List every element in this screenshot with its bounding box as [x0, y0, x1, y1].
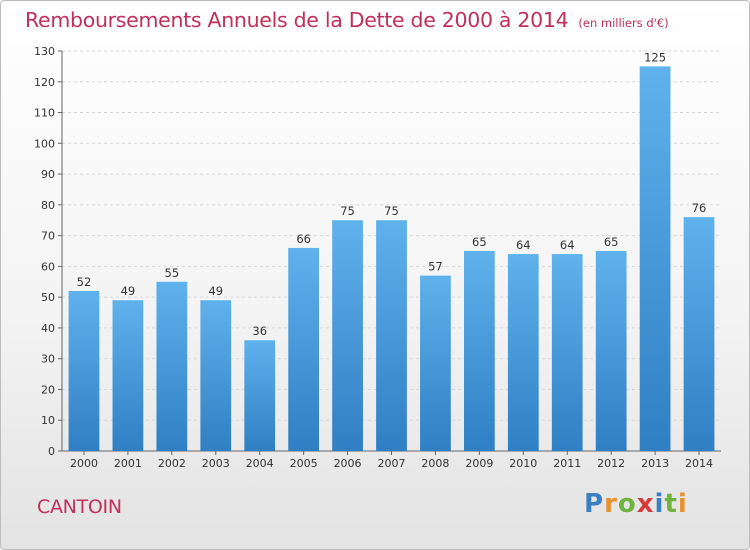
x-tick-label: 2011 [553, 457, 581, 470]
data-label: 52 [77, 275, 92, 289]
bar-2010 [507, 254, 539, 451]
bar-2000 [68, 291, 100, 451]
bar-2012 [595, 251, 627, 451]
y-tick-label: 110 [34, 107, 55, 120]
x-tick-label: 2006 [334, 457, 362, 470]
logo-letter: i [677, 489, 688, 519]
bar-2011 [551, 254, 583, 451]
x-tick-label: 2005 [290, 457, 318, 470]
chart-title-text: Remboursements Annuels de la Dette de 20… [25, 8, 569, 32]
chart-unit: (en milliers d'€) [578, 16, 669, 30]
x-tick-label: 2003 [202, 457, 230, 470]
data-label: 57 [428, 260, 443, 274]
bar-2003 [200, 300, 232, 451]
y-tick-label: 50 [41, 291, 55, 304]
bars: 52 49 55 49 36 66 75 75 57 65 64 64 65 125 76 [68, 50, 715, 451]
logo-letter: t [664, 489, 678, 519]
x-tick-label: 2007 [378, 457, 406, 470]
y-tick-label: 100 [34, 137, 55, 150]
proxiti-logo: Proxiti [584, 489, 688, 519]
x-tick-label: 2000 [70, 457, 98, 470]
data-label: 36 [252, 324, 267, 338]
data-label: 65 [604, 235, 619, 249]
y-tick-label: 80 [41, 199, 55, 212]
x-tick-label: 2002 [158, 457, 186, 470]
bar-2005 [288, 247, 320, 451]
logo-letter: P [584, 489, 605, 519]
y-tick-label: 40 [41, 322, 55, 335]
x-tick-label: 2009 [465, 457, 493, 470]
data-label: 49 [208, 284, 223, 298]
x-tick-label: 2004 [246, 457, 274, 470]
data-label: 49 [121, 284, 136, 298]
bar-2006 [332, 220, 363, 451]
x-tick-label: 2010 [509, 457, 537, 470]
logo-letter: x [636, 489, 655, 519]
logo-letter: i [654, 489, 665, 519]
x-tick-label: 2012 [597, 457, 625, 470]
bar-2004 [244, 340, 276, 451]
data-label: 64 [560, 238, 575, 252]
y-tick-label: 60 [41, 260, 55, 273]
y-tick-label: 120 [34, 76, 55, 89]
x-tick-label: 2013 [641, 457, 669, 470]
y-tick-label: 130 [34, 45, 55, 58]
bar-2013 [639, 66, 671, 451]
town-name: CANTOIN [37, 496, 122, 518]
x-tick-label: 2001 [114, 457, 142, 470]
y-tick-label: 20 [41, 383, 55, 396]
data-label: 75 [384, 204, 399, 218]
data-label: 76 [692, 201, 707, 215]
bar-2002 [156, 281, 188, 451]
y-tick-label: 30 [41, 353, 55, 366]
y-tick-label: 10 [41, 414, 55, 427]
logo-letter: o [617, 489, 637, 519]
data-label: 75 [340, 204, 355, 218]
data-label: 66 [296, 232, 311, 246]
y-tick-label: 70 [41, 230, 55, 243]
bar-2008 [420, 275, 451, 451]
bar-2001 [112, 300, 144, 451]
x-tick-label: 2008 [421, 457, 449, 470]
data-label: 65 [472, 235, 487, 249]
chart-title: Remboursements Annuels de la Dette de 20… [25, 8, 669, 32]
data-label: 64 [516, 238, 531, 252]
data-label: 55 [165, 266, 180, 280]
x-tick-label: 2014 [685, 457, 713, 470]
bar-2014 [683, 217, 715, 451]
bar-2007 [376, 220, 407, 451]
y-tick-label: 90 [41, 168, 55, 181]
data-label: 125 [644, 50, 666, 64]
bar-2009 [463, 251, 495, 451]
logo-letter: r [604, 489, 618, 519]
y-tick-label: 0 [48, 445, 55, 458]
